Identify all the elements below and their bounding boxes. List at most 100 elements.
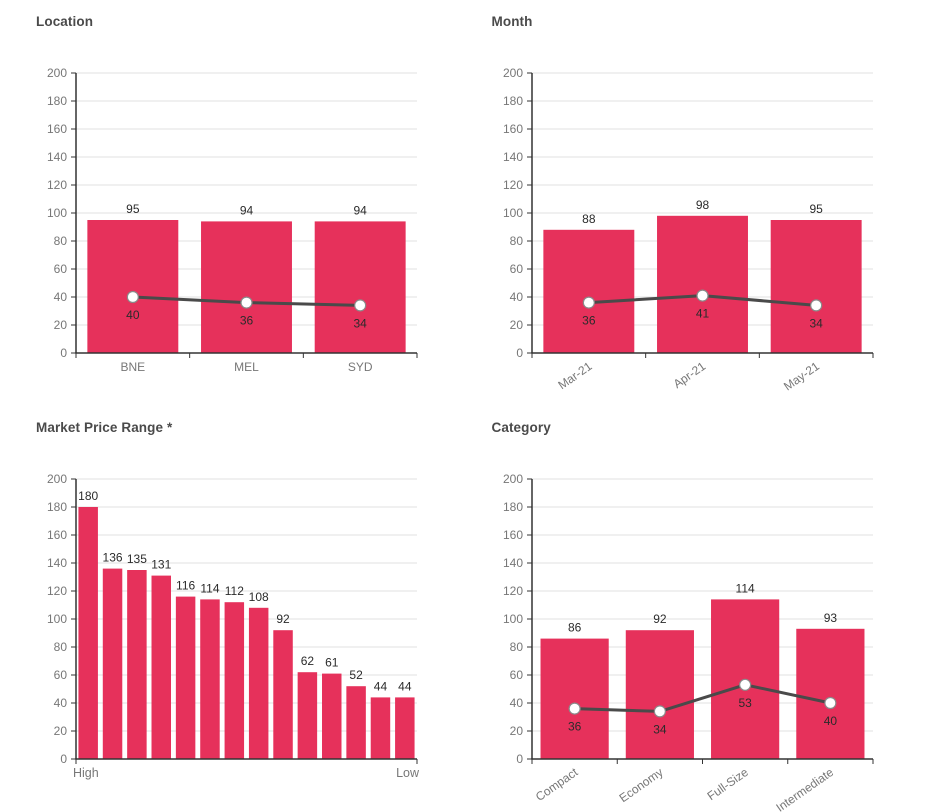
x-category-label: Compact	[532, 765, 580, 804]
bar-12[interactable]	[370, 697, 391, 759]
bar-value-label: 92	[653, 612, 667, 626]
x-category-label: Apr-21	[670, 359, 708, 391]
bar-value-label: 180	[78, 489, 98, 503]
month-chart-card: Month 0 20 40 60 80 100 120 140 160 180 200 Mar-21 A…	[465, 0, 929, 406]
bar-value-label: 135	[127, 552, 147, 566]
bar-MEL[interactable]	[201, 221, 292, 353]
bar-value-label: 52	[349, 668, 363, 682]
y-tick-label: 0	[60, 752, 67, 766]
y-tick-label: 120	[47, 584, 67, 598]
y-tick-label: 20	[509, 318, 523, 332]
y-tick-label: 40	[54, 696, 68, 710]
y-tick-label: 160	[502, 528, 522, 542]
bar-value-label: 94	[240, 203, 254, 217]
line-marker[interactable]	[653, 705, 666, 718]
y-tick-label: 200	[502, 66, 522, 80]
y-tick-label: 100	[47, 206, 67, 220]
bar-1[interactable]	[102, 568, 123, 759]
bar-value-label: 44	[374, 679, 388, 693]
line-value-label: 53	[738, 696, 752, 710]
y-tick-label: 200	[47, 66, 67, 80]
bar-5[interactable]	[200, 599, 220, 759]
category-chart-card: Category 0 20 40 60 80 100 120 140 160 180 200 Comp…	[465, 406, 929, 812]
bar-value-label: 114	[200, 581, 219, 595]
bar-4[interactable]	[175, 596, 196, 759]
x-category-label: BNE	[120, 360, 145, 374]
month-chart: 0 20 40 60 80 100 120 140 160 180 200 Mar-21 Apr-21 M…	[502, 66, 873, 394]
bar-8[interactable]	[273, 630, 293, 759]
bar-value-label: 136	[103, 551, 123, 565]
market-price-range-chart-card: Market Price Range * 0 20 40 60 80 100 120 140 1…	[0, 406, 465, 812]
bar-3[interactable]	[151, 575, 171, 759]
bar-value-label: 93	[823, 611, 837, 625]
y-tick-label: 160	[47, 528, 67, 542]
bar-SYD[interactable]	[314, 221, 406, 353]
y-tick-label: 180	[502, 500, 522, 514]
line-marker[interactable]	[240, 296, 253, 309]
bar-0[interactable]	[78, 507, 98, 759]
line-marker[interactable]	[568, 702, 581, 715]
bar-value-label: 86	[567, 621, 581, 635]
bar-May-21[interactable]	[770, 220, 862, 353]
bar-value-label: 131	[151, 558, 171, 572]
bar-BNE[interactable]	[87, 220, 179, 353]
y-tick-label: 40	[54, 290, 68, 304]
line-marker[interactable]	[823, 696, 836, 710]
bar-9[interactable]	[297, 672, 318, 759]
line-marker[interactable]	[695, 289, 709, 302]
line-marker[interactable]	[738, 678, 751, 691]
bar-value-label: 44	[398, 679, 412, 693]
line-marker[interactable]	[809, 299, 822, 312]
y-tick-label: 140	[47, 150, 67, 164]
bar-value-label: 112	[225, 584, 244, 598]
y-tick-label: 40	[509, 290, 523, 304]
y-tick-label: 100	[502, 612, 522, 626]
location-chart-card: Location 0 20 40 60 80 100 120 140 160 180 200 BNE M…	[0, 0, 465, 406]
bar-7[interactable]	[248, 607, 269, 759]
y-tick-label: 200	[47, 472, 67, 486]
line-marker[interactable]	[126, 290, 139, 304]
bar-Intermediate[interactable]	[795, 628, 864, 759]
y-tick-label: 120	[502, 178, 522, 192]
y-tick-label: 140	[502, 150, 522, 164]
bar-Economy[interactable]	[625, 630, 694, 759]
line-marker[interactable]	[354, 299, 367, 312]
bar-2[interactable]	[127, 570, 147, 759]
y-tick-label: 40	[509, 696, 523, 710]
bar-value-label: 61	[325, 656, 339, 670]
y-tick-label: 80	[54, 234, 68, 248]
category-chart: 0 20 40 60 80 100 120 140 160 180 200 Compact Econom…	[502, 472, 873, 812]
location-chart: 0 20 40 60 80 100 120 140 160 180 200 BNE MEL SYD 95 94…	[47, 66, 418, 374]
line-marker[interactable]	[582, 296, 595, 309]
y-tick-label: 60	[54, 262, 68, 276]
y-tick-label: 0	[516, 752, 523, 766]
line-value-label: 36	[582, 314, 596, 328]
bar-Compact[interactable]	[540, 638, 609, 759]
x-category-label: Mar-21	[555, 359, 594, 392]
bar-Mar-21[interactable]	[542, 229, 634, 353]
y-tick-label: 20	[54, 318, 68, 332]
y-tick-label: 180	[502, 94, 522, 108]
bar-value-label: 114	[735, 581, 754, 595]
line-value-label: 34	[653, 722, 667, 736]
market-price-range-chart: 0 20 40 60 80 100 120 140 160 180 200 High Low 180 136…	[47, 472, 420, 780]
y-tick-label: 140	[502, 556, 522, 570]
line-value-label: 40	[126, 308, 140, 322]
bar-value-label: 88	[582, 212, 596, 226]
bar-10[interactable]	[322, 673, 342, 759]
x-category-label: May-21	[781, 359, 822, 394]
line-value-label: 36	[567, 720, 581, 734]
bar-value-label: 94	[353, 203, 367, 217]
bar-value-label: 108	[249, 590, 269, 604]
bar-Apr-21[interactable]	[656, 215, 748, 353]
bar-value-label: 98	[695, 198, 709, 212]
y-tick-label: 20	[54, 724, 68, 738]
trend-line	[574, 683, 831, 713]
bar-value-label: 92	[276, 612, 290, 626]
bar-11[interactable]	[346, 686, 366, 759]
bar-6[interactable]	[224, 602, 245, 759]
bar-13[interactable]	[395, 697, 415, 759]
y-tick-label: 80	[509, 234, 523, 248]
y-tick-label: 80	[509, 640, 523, 654]
y-tick-label: 20	[509, 724, 523, 738]
